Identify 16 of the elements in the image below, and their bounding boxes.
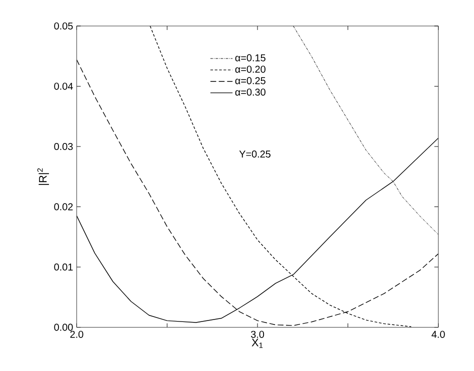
y-tick-label: 0.04: [54, 82, 73, 90]
annotation: Y=0.25: [239, 150, 270, 158]
x-axis-title: X$_{1}$: [252, 338, 263, 348]
legend-label: α=0.15: [235, 54, 266, 62]
y-tick-label: 0.01: [54, 264, 73, 271]
y-tick-label: 0.02: [54, 203, 73, 210]
y-tick-label: 0.03: [54, 142, 73, 150]
x-tick-label: 4.0: [432, 330, 445, 338]
y-tick-label: 0.00: [54, 324, 73, 331]
x-tick-label: 3.0: [250, 330, 264, 338]
legend-label: α=0.30: [235, 88, 266, 96]
y-axis-title: |R|$^{2}$: [37, 168, 49, 185]
y-tick-label: 0.05: [54, 22, 73, 30]
legend-label: α=0.20: [235, 66, 266, 73]
legend-label: α=0.25: [235, 77, 266, 84]
x-tick-label: 2.0: [70, 330, 84, 338]
